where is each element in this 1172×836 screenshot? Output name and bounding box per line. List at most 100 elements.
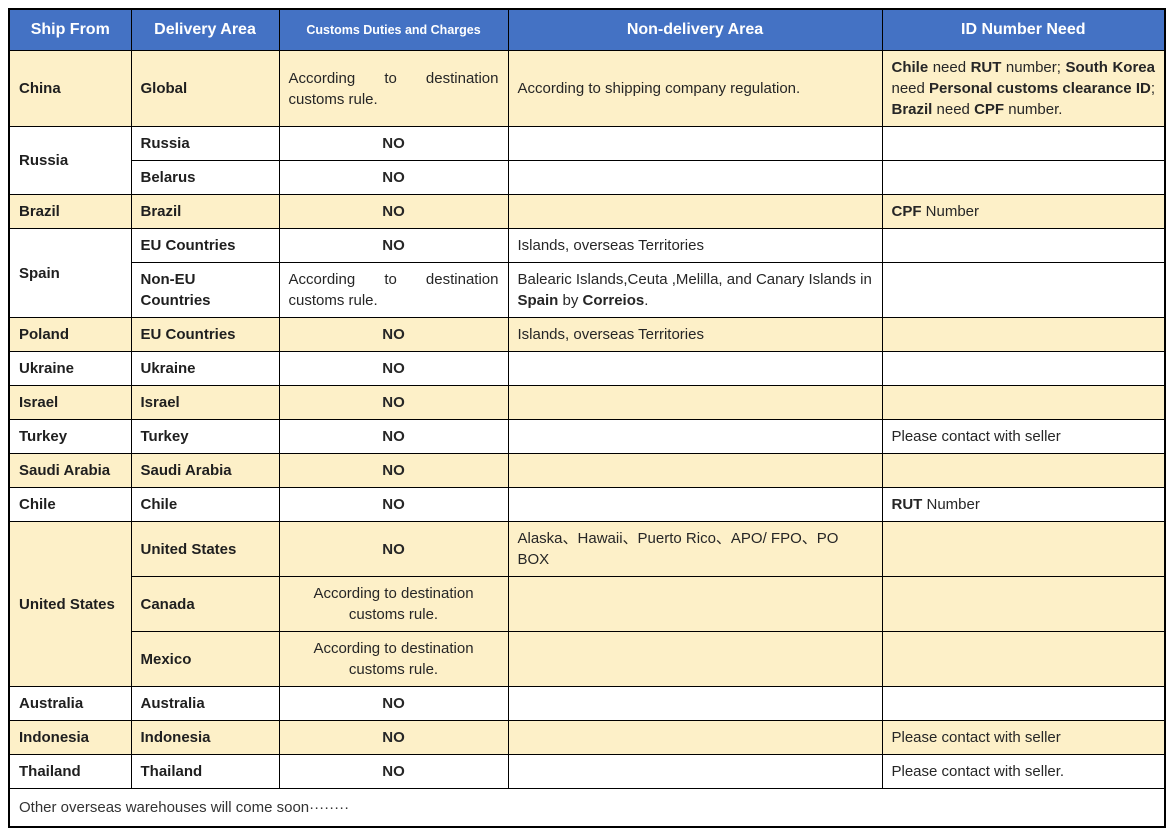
plain-text: need xyxy=(928,59,971,76)
cell-customs-duties: According to destination customs rule. xyxy=(278,50,509,127)
cell-id-number-need: Please contact with seller. xyxy=(881,754,1166,789)
table-row: Indonesia Indonesia NO Please contact with … xyxy=(8,720,1166,755)
emphasized-text: Brazil xyxy=(891,101,933,118)
cell-id-number-need: Chile need RUT number; South Korea need … xyxy=(881,50,1166,127)
cell-ship-from: China xyxy=(8,50,132,127)
cell-non-delivery-area: Islands, overseas Territories xyxy=(507,228,883,263)
cell-id-number-need xyxy=(881,160,1166,195)
table-row: Chile Chile NO RUT Number xyxy=(8,487,1166,522)
cell-delivery-area: Canada xyxy=(130,576,280,632)
cell-delivery-area: EU Countries xyxy=(130,317,280,352)
emphasized-text: RUT xyxy=(891,496,923,513)
cell-delivery-area: EU Countries xyxy=(130,228,280,263)
table-row: Canada According to destination customs r… xyxy=(9,576,1166,632)
cell-delivery-area: Indonesia xyxy=(130,720,280,755)
cell-non-delivery-area: Islands, overseas Territories xyxy=(507,317,883,352)
cell-id-number-need xyxy=(881,351,1166,386)
table-row: Belarus NO xyxy=(9,160,1166,195)
plain-text: number; xyxy=(1001,59,1066,76)
cell-non-delivery-area xyxy=(507,453,883,488)
table-row: Israel Israel NO xyxy=(8,385,1166,420)
cell-non-delivery-area xyxy=(507,754,883,789)
cell-id-number-need xyxy=(881,576,1166,632)
cell-non-delivery-area: According to shipping company regulation… xyxy=(507,50,883,127)
table-row: Ukraine Ukraine NO xyxy=(8,351,1166,386)
cell-ship-from: Russia xyxy=(8,126,132,195)
table-row: Thailand Thailand NO Please contact with se… xyxy=(8,754,1166,789)
cell-non-delivery-area xyxy=(507,576,883,632)
cell-delivery-area: Thailand xyxy=(130,754,280,789)
cell-customs-duties: According to destination customs rule. xyxy=(278,262,509,318)
table-body: China Global According to destination cust… xyxy=(8,50,1166,789)
cell-delivery-area: Israel xyxy=(130,385,280,420)
footer-row: Other overseas warehouses will come soon… xyxy=(8,788,1166,828)
cell-ship-from: Turkey xyxy=(8,419,132,454)
cell-customs-duties: NO xyxy=(278,351,509,386)
cell-non-delivery-area: Balearic Islands,Ceuta ,Melilla, and Can… xyxy=(507,262,883,318)
emphasized-text: Spain xyxy=(517,292,559,309)
cell-id-number-need xyxy=(881,126,1166,161)
plain-text: number. xyxy=(1004,101,1063,118)
cell-non-delivery-area xyxy=(507,194,883,229)
table-row: Russia Russia NO xyxy=(8,126,1166,195)
column-header-ship-from: Ship From xyxy=(8,8,132,51)
header-row: Ship From Delivery Area Customs Duties a… xyxy=(8,8,1166,51)
cell-ship-from: Thailand xyxy=(8,754,132,789)
cell-id-number-need xyxy=(881,521,1166,577)
cell-non-delivery-area xyxy=(507,487,883,522)
cell-ship-from: Poland xyxy=(8,317,132,352)
cell-id-number-need xyxy=(881,317,1166,352)
cell-non-delivery-area xyxy=(507,126,883,161)
cell-ship-from: Australia xyxy=(8,686,132,721)
table-row: Saudi Arabia Saudi Arabia NO xyxy=(8,453,1166,488)
emphasized-text: RUT xyxy=(970,59,1002,76)
cell-customs-duties: According to destination customs rule. xyxy=(278,576,509,632)
table-row: Non-EU Countries According to destination… xyxy=(9,262,1166,318)
cell-customs-duties: NO xyxy=(278,419,509,454)
plain-text: Balearic Islands,Ceuta ,Melilla, and Can… xyxy=(517,271,872,288)
column-header-customs-duties: Customs Duties and Charges xyxy=(278,8,509,51)
cell-ship-from: Indonesia xyxy=(8,720,132,755)
cell-id-number-need xyxy=(881,228,1166,263)
cell-customs-duties: NO xyxy=(278,126,509,161)
emphasized-text: Personal customs clearance ID xyxy=(929,80,1151,97)
cell-customs-duties: NO xyxy=(278,453,509,488)
cell-id-number-need xyxy=(881,262,1166,318)
table-row: Poland EU Countries NO Islands, overseas Te… xyxy=(8,317,1166,352)
emphasized-text: CPF xyxy=(974,101,1005,118)
cell-id-number-need: RUT Number xyxy=(881,487,1166,522)
cell-delivery-area: Brazil xyxy=(130,194,280,229)
cell-non-delivery-area xyxy=(507,419,883,454)
cell-customs-duties: NO xyxy=(278,194,509,229)
cell-customs-duties: NO xyxy=(278,686,509,721)
cell-non-delivery-area: Alaska、Hawaii、Puerto Rico、APO/ FPO、PO BO… xyxy=(507,521,883,577)
table-row: Spain EU Countries NO Islands, overseas Ter… xyxy=(8,228,1166,318)
column-header-delivery-area: Delivery Area xyxy=(130,8,280,51)
cell-customs-duties: NO xyxy=(278,385,509,420)
plain-text: need xyxy=(891,80,930,97)
cell-ship-from: Spain xyxy=(8,228,132,318)
cell-customs-duties: NO xyxy=(278,160,509,195)
cell-id-number-need: Please contact with seller xyxy=(881,720,1166,755)
cell-delivery-area: Global xyxy=(130,50,280,127)
plain-text: by xyxy=(558,292,583,309)
plain-text: ; xyxy=(1150,80,1155,97)
plain-text: . xyxy=(644,292,649,309)
table-row: Brazil Brazil NO CPF Number xyxy=(8,194,1166,229)
plain-text: Number xyxy=(921,203,980,220)
cell-non-delivery-area xyxy=(507,631,883,687)
cell-id-number-need: CPF Number xyxy=(881,194,1166,229)
cell-customs-duties: NO xyxy=(278,317,509,352)
plain-text: need xyxy=(932,101,975,118)
cell-delivery-area: United States xyxy=(130,521,280,577)
table-row: United States United States NO Alaska、Hawai… xyxy=(8,521,1166,687)
cell-delivery-area: Turkey xyxy=(130,419,280,454)
emphasized-text: CPF xyxy=(891,203,922,220)
emphasized-text: Chile xyxy=(891,59,929,76)
cell-ship-from: United States xyxy=(8,521,132,687)
cell-customs-duties: NO xyxy=(278,521,509,577)
footer-note: Other overseas warehouses will come soon… xyxy=(8,788,1166,828)
cell-non-delivery-area xyxy=(507,720,883,755)
emphasized-text: Correios xyxy=(582,292,645,309)
